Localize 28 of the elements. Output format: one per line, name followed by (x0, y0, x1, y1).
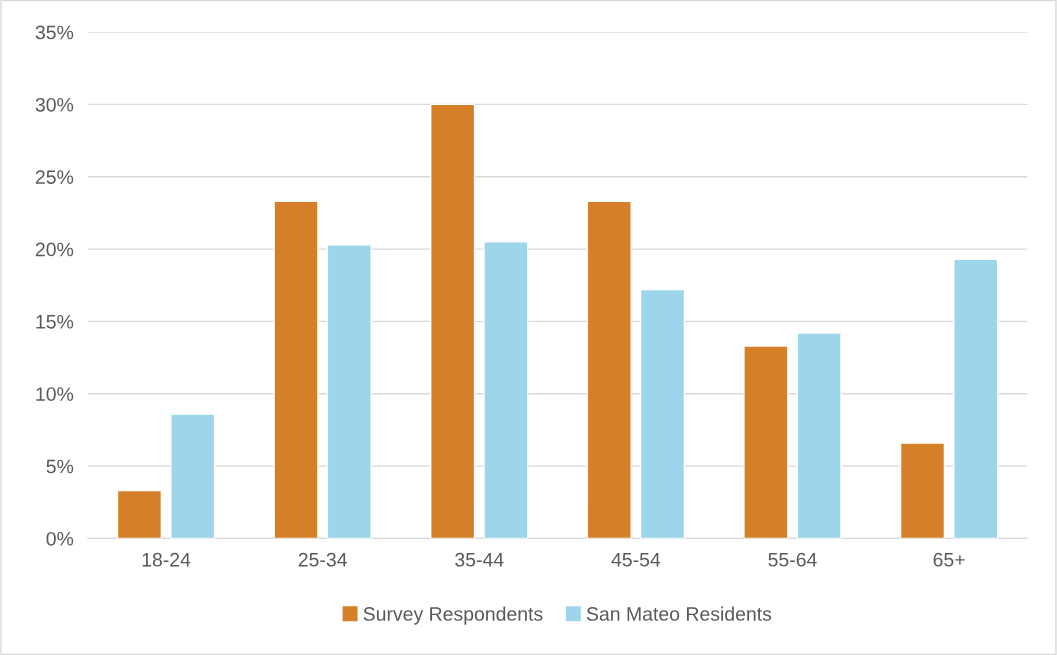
y-tick-label: 25% (35, 170, 74, 184)
y-tick-label: 30% (35, 97, 74, 112)
bar (743, 345, 789, 539)
bar (170, 413, 216, 539)
bar (430, 103, 476, 539)
x-tick-label: 45-54 (611, 553, 661, 567)
x-tick-label: 55-64 (768, 552, 817, 567)
x-tick-label: 25-34 (298, 552, 347, 567)
y-tick-label: 20% (35, 242, 74, 257)
y-tick-label: 10% (36, 387, 74, 401)
legend-label: Survey Respondents (363, 606, 543, 625)
bar (899, 442, 946, 539)
bar (586, 200, 632, 539)
bar (639, 288, 686, 539)
x-tick-label: 18-24 (142, 552, 191, 567)
bar (953, 258, 999, 539)
y-tick-label: 15% (36, 314, 74, 329)
bar (116, 489, 163, 539)
legend-label: San Mateo Residents (586, 606, 772, 621)
bar (796, 332, 842, 539)
y-tick-label: 5% (46, 459, 74, 474)
x-tick-label: 35-44 (455, 552, 504, 567)
x-tick-label: 65+ (933, 552, 965, 567)
bar (326, 244, 372, 539)
bar (273, 200, 319, 539)
bar (483, 241, 529, 539)
y-tick-label: 0% (46, 531, 74, 546)
y-tick-label: 35% (35, 25, 74, 40)
